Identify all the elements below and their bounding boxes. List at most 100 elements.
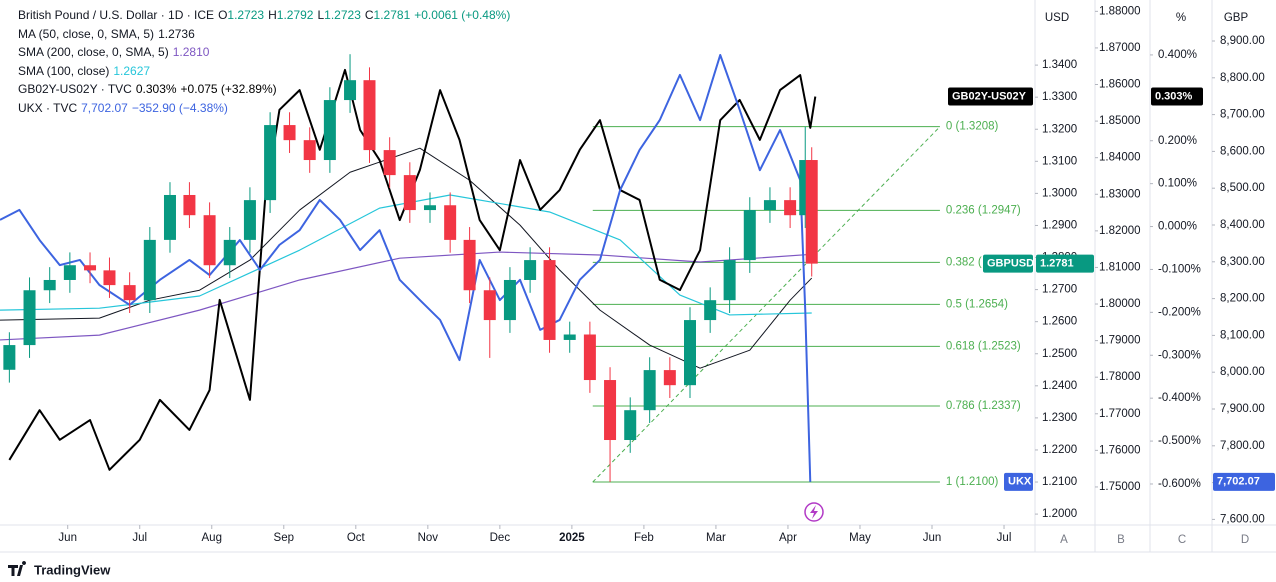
fib-label: 0.5 (1.2654) xyxy=(946,298,1008,310)
y-tick-label: 1.84000 xyxy=(1099,152,1141,164)
candle-body xyxy=(423,205,436,211)
y-tick-label: 1.77000 xyxy=(1099,408,1141,420)
y-tick-label: -0.300% xyxy=(1158,349,1201,361)
x-tick-label: Jul xyxy=(132,532,147,544)
ohlc-value: 1.2723 xyxy=(324,8,361,22)
x-tick-label: Dec xyxy=(490,532,511,544)
y-tick-label: 1.2500 xyxy=(1042,348,1077,360)
axis-header: % xyxy=(1176,12,1186,24)
brand: TradingView xyxy=(34,562,111,577)
candle-body xyxy=(363,80,376,151)
series-tag-bg xyxy=(1151,87,1203,106)
y-tick-label: 1.80000 xyxy=(1099,298,1141,310)
series-tag-bg xyxy=(1004,472,1033,491)
legend-change: −352.90 (−4.38%) xyxy=(131,100,228,115)
axis-letter: B xyxy=(1117,534,1125,546)
legend-value: 1.2736 xyxy=(158,26,195,41)
y-tick-label: 8,100.00 xyxy=(1220,329,1265,341)
x-tick-label: Oct xyxy=(347,532,366,544)
y-tick-label: 1.3100 xyxy=(1042,155,1077,167)
x-tick-label: Jul xyxy=(997,532,1012,544)
candle-body xyxy=(123,285,136,301)
y-tick-label: 8,200.00 xyxy=(1220,293,1265,305)
x-tick-label: Feb xyxy=(634,532,654,544)
y-tick-label: 1.82000 xyxy=(1099,225,1141,237)
y-tick-label: 1.2900 xyxy=(1042,219,1077,231)
candle-body xyxy=(223,239,236,266)
legend-row: British Pound / U.S. Dollar · 1D · ICE O 1… xyxy=(18,6,514,25)
candle-body xyxy=(84,265,97,271)
series-tag: 0.303% xyxy=(1155,90,1193,102)
y-tick-label: 8,900.00 xyxy=(1220,35,1265,47)
brand-logo xyxy=(8,561,27,576)
legend-name: UKX · TVC xyxy=(18,100,78,115)
x-tick-label: Mar xyxy=(706,532,726,544)
legend-value: 0.303% xyxy=(135,82,177,96)
y-tick-label: 0.000% xyxy=(1158,221,1197,233)
candle-body xyxy=(163,194,176,240)
candle-body xyxy=(463,239,476,291)
ohlc-label: C xyxy=(364,8,374,22)
y-tick-label: -0.200% xyxy=(1158,306,1201,318)
fib-label: 0 (1.3208) xyxy=(946,121,999,133)
candle-body xyxy=(704,300,717,321)
y-tick-label: 7,800.00 xyxy=(1220,440,1265,452)
legend: British Pound / U.S. Dollar · 1D · ICE O 1… xyxy=(18,6,514,117)
y-tick-label: 1.3300 xyxy=(1042,91,1077,103)
y-tick-label: -0.400% xyxy=(1158,392,1201,404)
axis-letter: C xyxy=(1178,534,1186,546)
axis-header: USD xyxy=(1045,12,1069,24)
candle-body xyxy=(805,160,818,264)
ohlc-label: H xyxy=(268,8,277,22)
x-tick-label: Jun xyxy=(58,532,77,544)
candle-body xyxy=(3,345,16,370)
flash-icon[interactable] xyxy=(804,502,824,522)
fib-label: 0.236 (1.2947) xyxy=(946,204,1021,216)
y-tick-label: 1.3000 xyxy=(1042,187,1077,199)
candle-body xyxy=(143,239,156,301)
x-tick-label: Nov xyxy=(418,532,439,544)
y-tick-label: 0.200% xyxy=(1158,135,1197,147)
legend-row: SMA (200, close, 0, SMA, 5) 1.2810 xyxy=(18,43,514,62)
series-line xyxy=(0,194,812,316)
fib-label: 0.618 (1.2523) xyxy=(946,340,1021,352)
series-tag: 7,702.07 xyxy=(1217,476,1260,488)
axis-header: GBP xyxy=(1224,12,1249,24)
legend-row: MA (50, close, 0, SMA, 5) 1.2736 xyxy=(18,25,514,44)
candle-body xyxy=(243,200,256,240)
legend-value: 1.2810 xyxy=(172,45,210,59)
fib-label: 1 (1.2100) xyxy=(946,476,999,488)
x-tick-label: May xyxy=(849,532,871,544)
legend-name: GB02Y-US02Y · TVC xyxy=(18,82,132,96)
y-tick-label: 1.2200 xyxy=(1042,444,1077,456)
y-tick-label: -0.500% xyxy=(1158,435,1201,447)
series-tag: UKX xyxy=(1008,476,1032,488)
y-tick-label: 1.75000 xyxy=(1099,481,1141,493)
fib-label: 0.786 (1.2337) xyxy=(946,400,1021,412)
legend-name: SMA (100, close) xyxy=(18,63,110,78)
y-tick-label: 1.2400 xyxy=(1042,380,1077,392)
candle-body xyxy=(543,260,556,340)
ohlc-value: 1.2781 xyxy=(373,8,411,22)
candle-body xyxy=(383,150,396,176)
candle-body xyxy=(103,270,116,286)
series-line xyxy=(0,53,812,482)
candle-body xyxy=(303,140,316,161)
candle-body xyxy=(643,370,656,411)
candle-body xyxy=(604,380,617,441)
y-tick-label: 8,700.00 xyxy=(1220,109,1265,121)
legend-row: UKX · TVC 7,702.07 −352.90 (−4.38%) xyxy=(18,99,514,118)
legend-name: SMA (200, close, 0, SMA, 5) xyxy=(18,45,169,59)
y-tick-label: 0.400% xyxy=(1158,49,1197,61)
legend-title: British Pound / U.S. Dollar · 1D · ICE xyxy=(18,8,215,22)
ohlc-label: O xyxy=(218,8,228,22)
y-tick-label: 7,900.00 xyxy=(1220,403,1265,415)
candle-body xyxy=(403,175,416,211)
y-tick-label: 1.81000 xyxy=(1099,261,1141,273)
y-tick-label: 8,500.00 xyxy=(1220,182,1265,194)
x-tick-label: Apr xyxy=(779,532,797,544)
candle-body xyxy=(723,260,736,301)
candle-body xyxy=(563,334,576,340)
price-tag: GBPUSD xyxy=(987,258,1034,270)
